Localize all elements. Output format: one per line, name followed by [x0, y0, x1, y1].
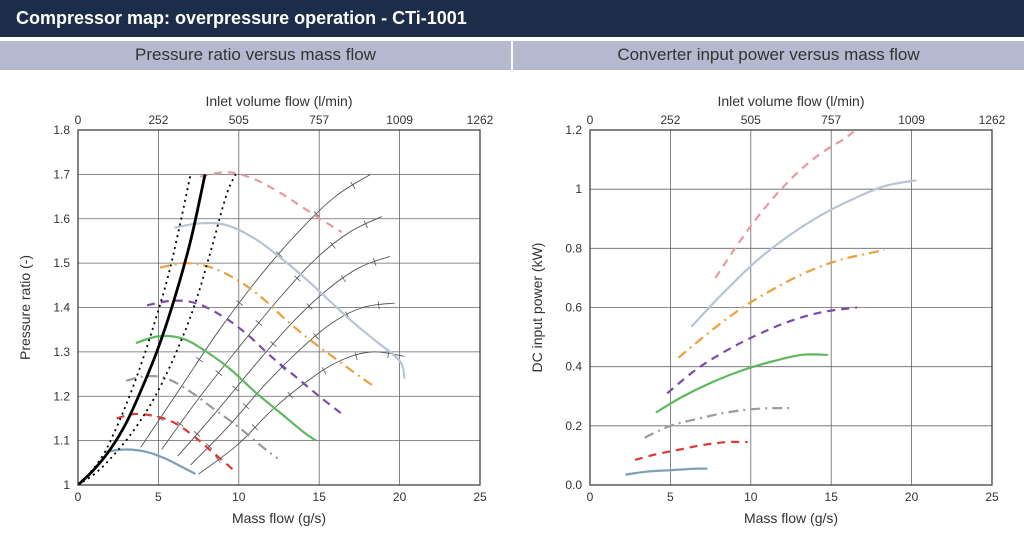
svg-text:25: 25: [473, 490, 487, 504]
svg-text:757: 757: [821, 113, 841, 127]
svg-text:505: 505: [229, 113, 249, 127]
svg-text:252: 252: [148, 113, 168, 127]
svg-text:5: 5: [667, 490, 674, 504]
svg-text:252: 252: [660, 113, 680, 127]
svg-text:Mass flow (g/s): Mass flow (g/s): [232, 510, 326, 526]
chart-pressure-ratio: 0 5 10 15 20 25 0 252 505 757 1009 1262 1 1.1 1.2 1.3 1.…: [0, 70, 512, 540]
svg-text:1.7: 1.7: [53, 167, 70, 181]
sub-header-right: Converter input power versus mass flow: [513, 41, 1024, 70]
sub-header-left: Pressure ratio versus mass flow: [0, 41, 511, 70]
svg-text:20: 20: [393, 490, 407, 504]
svg-text:DC input power (kW): DC input power (kW): [529, 243, 545, 373]
svg-text:0: 0: [75, 490, 82, 504]
svg-text:10: 10: [232, 490, 246, 504]
svg-text:0.4: 0.4: [565, 360, 582, 374]
svg-text:1.2: 1.2: [565, 123, 582, 137]
svg-text:15: 15: [313, 490, 327, 504]
svg-text:1009: 1009: [898, 113, 925, 127]
svg-text:1: 1: [575, 182, 582, 196]
svg-text:1.1: 1.1: [53, 434, 70, 448]
page-title: Compressor map: overpressure operation -…: [0, 0, 1024, 37]
svg-text:1262: 1262: [979, 113, 1006, 127]
svg-text:Pressure ratio (-): Pressure ratio (-): [17, 255, 33, 360]
svg-text:0.6: 0.6: [565, 301, 582, 315]
svg-text:0: 0: [75, 113, 82, 127]
svg-text:5: 5: [155, 490, 162, 504]
svg-text:10: 10: [744, 490, 758, 504]
svg-text:25: 25: [985, 490, 999, 504]
svg-text:0.8: 0.8: [565, 241, 582, 255]
svg-text:0: 0: [587, 490, 594, 504]
svg-text:1262: 1262: [467, 113, 494, 127]
svg-text:1.8: 1.8: [53, 123, 70, 137]
svg-text:505: 505: [741, 113, 761, 127]
svg-text:Mass flow (g/s): Mass flow (g/s): [744, 510, 838, 526]
svg-text:0: 0: [587, 113, 594, 127]
svg-text:Inlet volume flow (l/min): Inlet volume flow (l/min): [717, 93, 864, 109]
svg-text:20: 20: [905, 490, 919, 504]
charts-row: 051015202502525057571009126211.11.21.31.…: [0, 70, 1024, 540]
svg-text:0.2: 0.2: [565, 419, 582, 433]
svg-text:15: 15: [825, 490, 839, 504]
chart-input-power: 0 5 10 15 20 25 0 252 505 757 1009 1262 0.0 0.2 0.4 0.6…: [512, 70, 1024, 540]
svg-text:1.6: 1.6: [53, 212, 70, 226]
svg-text:757: 757: [309, 113, 329, 127]
svg-text:1.3: 1.3: [53, 345, 70, 359]
svg-text:1: 1: [63, 478, 70, 492]
svg-text:0.0: 0.0: [565, 478, 582, 492]
svg-text:1.5: 1.5: [53, 256, 70, 270]
sub-header-row: Pressure ratio versus mass flow Converte…: [0, 41, 1024, 70]
svg-text:1.2: 1.2: [53, 389, 70, 403]
svg-text:Inlet volume flow (l/min): Inlet volume flow (l/min): [205, 93, 352, 109]
svg-text:1009: 1009: [386, 113, 413, 127]
svg-text:1.4: 1.4: [53, 301, 70, 315]
